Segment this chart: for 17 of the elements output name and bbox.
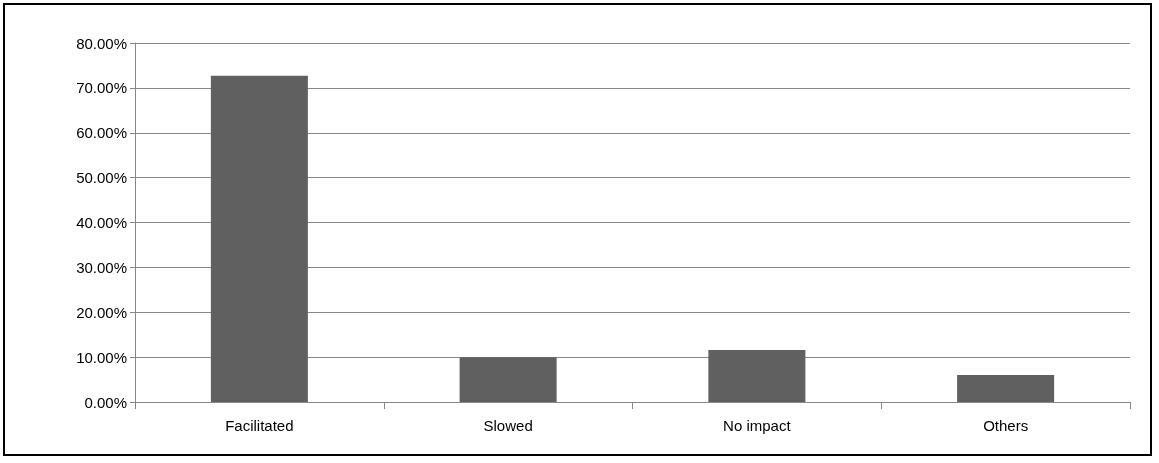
- y-tick-label: 70.00%: [76, 79, 127, 97]
- x-tick-label: No impact: [723, 417, 792, 434]
- x-tick-label: Others: [983, 417, 1029, 434]
- y-tick-label: 50.00%: [76, 169, 127, 187]
- y-tick-label: 60.00%: [76, 124, 127, 142]
- bar: [459, 357, 557, 402]
- y-tick-label: 40.00%: [76, 214, 127, 231]
- y-tick-label: 30.00%: [76, 258, 127, 276]
- y-tick-label: 10.00%: [76, 348, 127, 366]
- bar: [708, 349, 806, 402]
- x-tick-label: Facilitated: [225, 417, 294, 434]
- y-tick-label: 0.00%: [84, 393, 127, 411]
- y-tick-label: 20.00%: [76, 303, 127, 321]
- x-tick-label: Slowed: [483, 417, 533, 434]
- bar: [210, 75, 308, 402]
- bar: [957, 375, 1055, 402]
- y-tick-label: 80.00%: [76, 34, 127, 52]
